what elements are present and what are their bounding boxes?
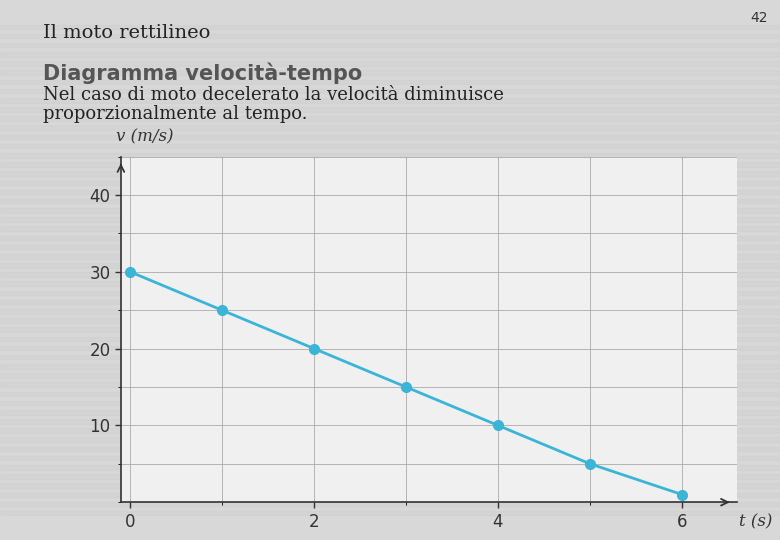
Text: v (m/s): v (m/s) (116, 128, 174, 145)
Bar (0, 382, 780, 387)
Bar (0, 483, 780, 488)
Text: t (s): t (s) (739, 513, 772, 530)
Bar (0, 116, 780, 121)
Bar (0, 392, 780, 396)
Bar (0, 125, 780, 130)
Bar (0, 226, 780, 231)
Bar (0, 89, 780, 93)
Bar (0, 346, 780, 350)
Bar (0, 79, 780, 84)
Bar (0, 300, 780, 305)
Bar (0, 272, 780, 277)
Text: Il moto rettilineo: Il moto rettilineo (43, 24, 211, 42)
Bar (0, 410, 780, 415)
Bar (0, 428, 780, 433)
Bar (0, 171, 780, 176)
Bar (0, 98, 780, 103)
Bar (0, 327, 780, 332)
Bar (0, 465, 780, 470)
Bar (0, 401, 780, 406)
Bar (0, 144, 780, 149)
Bar (0, 52, 780, 57)
Bar (0, 190, 780, 194)
Bar (0, 336, 780, 341)
Text: Nel caso di moto decelerato la velocità diminuisce: Nel caso di moto decelerato la velocità … (43, 86, 504, 104)
Bar (0, 43, 780, 48)
Bar (0, 33, 780, 38)
Bar (0, 208, 780, 213)
Bar (0, 245, 780, 249)
Bar (0, 107, 780, 112)
Bar (0, 502, 780, 507)
Bar (0, 364, 780, 369)
Bar (0, 24, 780, 29)
Bar (0, 355, 780, 360)
Text: Diagramma velocità-tempo: Diagramma velocità-tempo (43, 62, 362, 84)
Bar (0, 263, 780, 268)
Bar (0, 134, 780, 139)
Bar (0, 199, 780, 204)
Bar (0, 70, 780, 75)
Bar (0, 235, 780, 240)
Bar (0, 474, 780, 479)
Bar (0, 373, 780, 378)
Bar (0, 217, 780, 222)
Bar (0, 254, 780, 259)
Bar (0, 61, 780, 66)
Bar (0, 291, 780, 295)
Text: proporzionalmente al tempo.: proporzionalmente al tempo. (43, 105, 307, 123)
Bar (0, 447, 780, 451)
Bar (0, 511, 780, 516)
Bar (0, 309, 780, 314)
Bar (0, 281, 780, 286)
Text: 42: 42 (751, 11, 768, 25)
Bar (0, 419, 780, 424)
Bar (0, 153, 780, 158)
Bar (0, 180, 780, 185)
Bar (0, 492, 780, 497)
Bar (0, 318, 780, 323)
Bar (0, 456, 780, 461)
Bar (0, 162, 780, 167)
Bar (0, 437, 780, 442)
